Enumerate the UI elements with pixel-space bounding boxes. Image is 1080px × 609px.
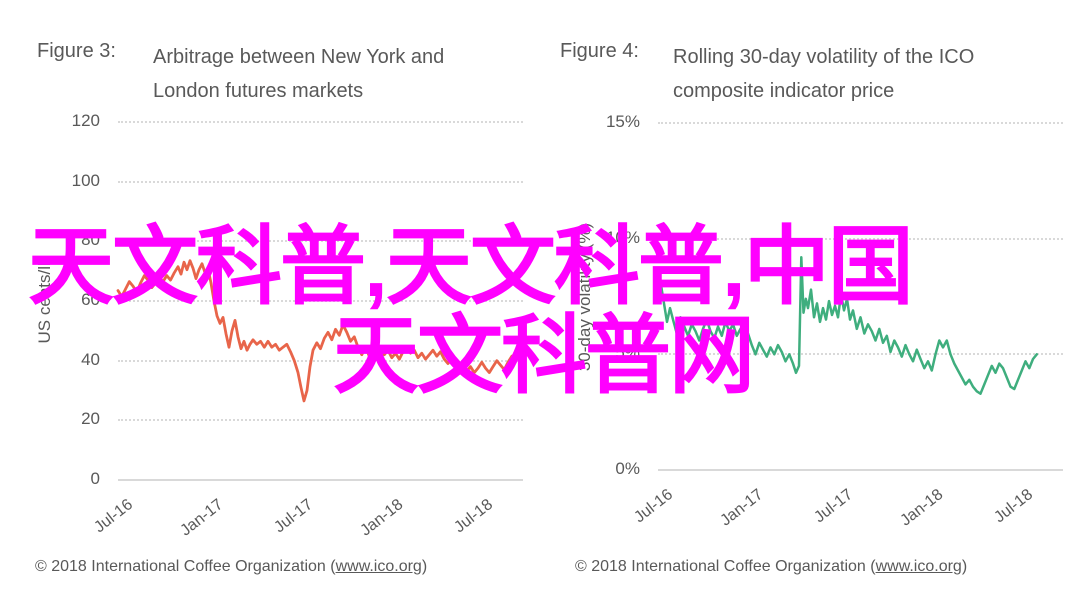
y-tick-label: 0% <box>615 459 640 478</box>
figure4-footer-link[interactable]: www.ico.org <box>875 558 962 575</box>
figure3-label: Figure 3: <box>37 40 116 62</box>
figure4-footer: © 2018 International Coffee Organization… <box>575 558 967 576</box>
watermark-line1: 天文科普,天文科普,中国 <box>28 219 914 315</box>
data-line-volatility <box>656 255 1039 395</box>
gridline <box>118 419 523 422</box>
gridline <box>658 122 1063 124</box>
y-tick-label: 0 <box>90 469 100 488</box>
y-tick-label: 40 <box>81 349 100 369</box>
gridline <box>118 180 523 183</box>
gridline <box>118 240 523 243</box>
gridline <box>118 121 523 123</box>
figure4-label: Figure 4: <box>560 40 639 62</box>
y-tick-label: 10% <box>605 227 640 247</box>
figure4-title-line1: Rolling 30-day volatility of the ICO <box>673 46 975 68</box>
y-tick-label: 60 <box>81 290 100 309</box>
figure3-title: Arbitrage between New York and London fu… <box>153 40 444 108</box>
gridline <box>118 359 523 362</box>
data-line-arbitrage <box>116 259 517 403</box>
watermark-line2: 天文科普网 <box>333 308 755 404</box>
x-axis-line <box>658 469 1063 471</box>
figure3-title-line2: London futures markets <box>153 80 364 102</box>
figure4-title: Rolling 30-day volatility of the ICO com… <box>673 40 974 108</box>
figure4-footer-text: © 2018 International Coffee Organization… <box>575 558 876 575</box>
y-tick-label: 80 <box>81 230 100 250</box>
figure3-footer-suffix: ) <box>421 558 428 575</box>
figure3-footer-text: © 2018 International Coffee Organization… <box>35 558 336 575</box>
y-tick-label: 120 <box>71 111 100 130</box>
y-tick-label: 15% <box>605 112 640 131</box>
y-tick-label: 100 <box>71 170 100 190</box>
y-tick-label: 20 <box>81 409 100 429</box>
x-axis-line <box>118 479 523 481</box>
figure3-title-line1: Arbitrage between New York and <box>153 46 445 68</box>
figure3-footer: © 2018 International Coffee Organization… <box>35 558 427 576</box>
figure4-title-line2: composite indicator price <box>673 80 895 102</box>
y-tick-label: 5% <box>615 343 640 363</box>
gridline <box>658 237 1063 240</box>
gridline <box>118 300 523 302</box>
figure4-footer-suffix: ) <box>961 558 968 575</box>
gridline <box>658 353 1063 356</box>
figure3-footer-link[interactable]: www.ico.org <box>335 558 422 575</box>
